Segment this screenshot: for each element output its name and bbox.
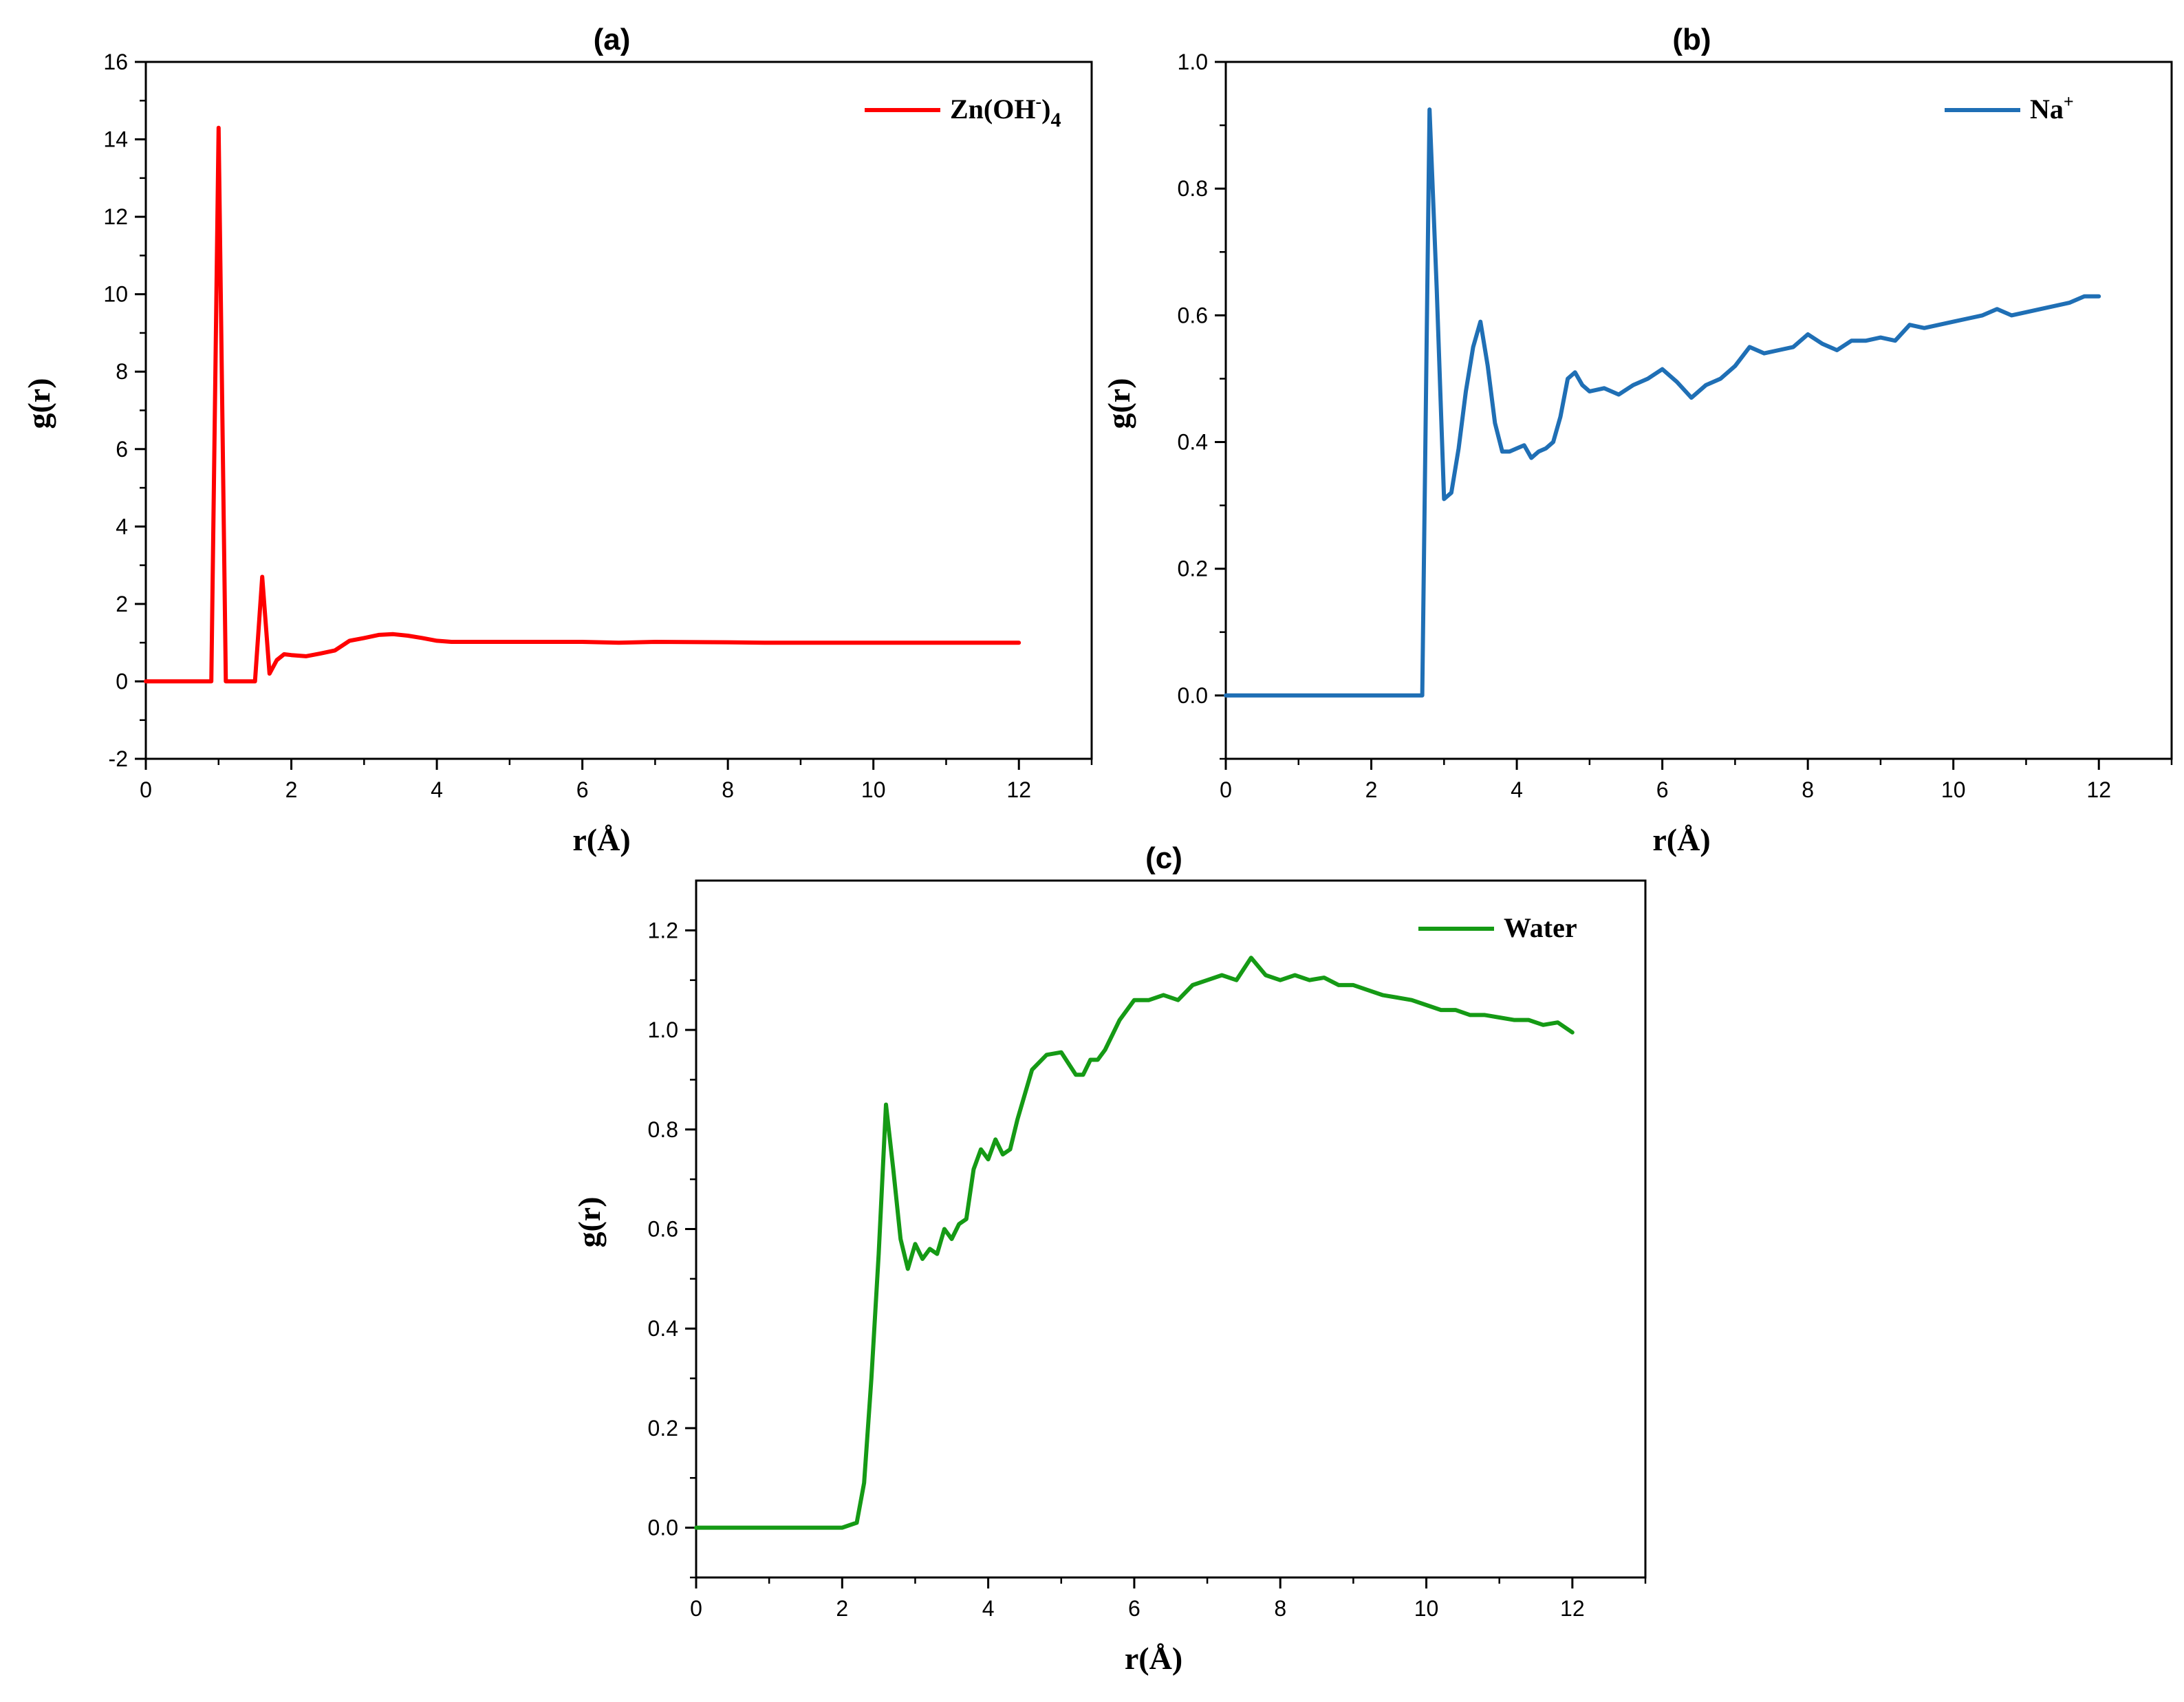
legend-label: Zn(OH-)4 [950, 91, 1061, 131]
x-tick-label: 2 [1365, 777, 1378, 802]
x-tick-label: 2 [285, 777, 298, 802]
panel-title: (b) [1672, 23, 1711, 56]
y-tick-label: 0.4 [648, 1316, 678, 1341]
y-tick-label: 0.6 [1178, 303, 1208, 327]
y-axis-label: g(r) [1101, 378, 1136, 429]
x-tick-label: 12 [1560, 1596, 1585, 1621]
x-tick-label: 8 [1274, 1596, 1286, 1621]
y-tick-label: 14 [103, 127, 128, 152]
y-tick-label: 0 [116, 669, 128, 693]
series-line-b [1224, 107, 2101, 698]
x-tick-label: 4 [431, 777, 443, 802]
y-axis-label: g(r) [21, 378, 56, 429]
plot-frame [1224, 61, 2173, 760]
x-tick-label: 10 [861, 777, 886, 802]
x-tick-label: 0 [690, 1596, 702, 1621]
x-tick-label: 4 [1511, 777, 1523, 802]
y-axis-label: g(r) [572, 1196, 607, 1247]
x-tick-label: 12 [1006, 777, 1031, 802]
y-tick-label: -2 [109, 746, 128, 771]
chart-panel-b: 0 2 4 6 8 10 12 0.0 0.2 0.4 0.6 0.8 1.0 (b) r(Å) g(r) Na… [1101, 23, 2173, 857]
legend-base: Zn(OH [950, 94, 1035, 125]
x-tick-label: 8 [1802, 777, 1814, 802]
y-tick-label: 0.0 [1178, 683, 1208, 708]
y-tick-label: 0.2 [1178, 557, 1208, 581]
y-tick-label: 4 [116, 514, 128, 539]
panel-title: (c) [1145, 841, 1182, 875]
x-axis-label: r(Å) [1652, 822, 1710, 857]
legend-label: Na+ [2030, 91, 2074, 125]
y-tick-label: 1.0 [648, 1017, 678, 1042]
legend-label: Water [1504, 912, 1577, 943]
x-tick-label: 12 [2086, 777, 2111, 802]
legend-base: Water [1504, 912, 1577, 943]
y-tick-label: 10 [103, 282, 128, 307]
chart-panel-a: 0 2 4 6 8 10 12 -2 0 2 4 6 8 10 12 14 16 (a) r(Å) g(r) Zn(OH… [21, 23, 1093, 857]
x-tick-label: 8 [722, 777, 734, 802]
y-tick-label: 12 [103, 204, 128, 229]
y-tick-label: 16 [103, 50, 128, 74]
panel-title: (a) [594, 23, 631, 56]
y-tick-label: 8 [116, 359, 128, 384]
y-tick-label: 0.4 [1178, 430, 1208, 455]
series-line-a [144, 125, 1021, 684]
y-tick-label: 1.0 [1178, 50, 1208, 74]
x-tick-label: 2 [836, 1596, 848, 1621]
y-tick-label: 0.8 [648, 1117, 678, 1142]
legend-sup: + [2064, 91, 2074, 111]
legend-sup: - [1035, 91, 1041, 111]
x-tick-label: 6 [576, 777, 589, 802]
y-tick-label: 0.8 [1178, 176, 1208, 201]
x-tick-label: 0 [140, 777, 152, 802]
y-tick-label: 0.2 [648, 1416, 678, 1441]
x-tick-label: 4 [982, 1596, 995, 1621]
plot-frame [695, 879, 1647, 1579]
x-tick-label: 10 [1414, 1596, 1439, 1621]
y-tick-label: 6 [116, 437, 128, 462]
y-tick-label: 2 [116, 592, 128, 616]
legend-base: Na [2030, 94, 2064, 125]
y-tick-label: 1.2 [648, 918, 678, 942]
x-tick-label: 0 [1220, 777, 1232, 802]
legend-close: ) [1041, 94, 1050, 125]
x-tick-label: 6 [1128, 1596, 1140, 1621]
x-tick-label: 10 [1941, 777, 1966, 802]
y-tick-label: 0.6 [648, 1217, 678, 1242]
x-axis-label: r(Å) [1125, 1641, 1182, 1676]
x-axis-label: r(Å) [572, 822, 630, 857]
x-tick-label: 6 [1656, 777, 1669, 802]
series-line-c [694, 956, 1575, 1530]
chart-panel-c: 0 2 4 6 8 10 12 0.0 0.2 0.4 0.6 0.8 1.0 1.2 (c) r(Å) g(r… [572, 841, 1647, 1676]
y-tick-label: 0.0 [648, 1516, 678, 1540]
legend-sub: 4 [1050, 109, 1061, 131]
